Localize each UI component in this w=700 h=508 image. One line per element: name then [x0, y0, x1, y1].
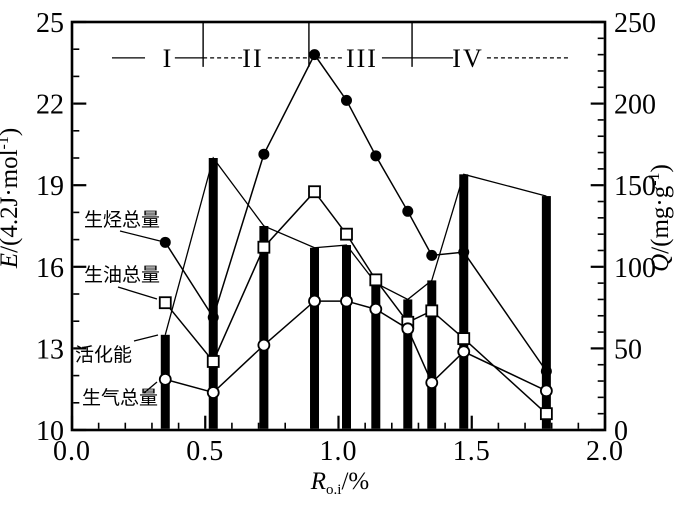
svg-text:生油总量: 生油总量 — [84, 264, 160, 286]
svg-text:III: III — [346, 44, 378, 73]
zone-band: I II III IV — [111, 23, 571, 73]
svg-text:生气总量: 生气总量 — [82, 387, 158, 409]
svg-text:0.0: 0.0 — [53, 436, 91, 467]
svg-text:10: 10 — [36, 416, 64, 447]
annotation-gas-total: 生气总量 — [82, 381, 158, 409]
svg-text:1.0: 1.0 — [320, 436, 358, 467]
svg-text:1.5: 1.5 — [453, 436, 491, 467]
left-axis-ticks — [73, 20, 87, 432]
svg-text:0: 0 — [614, 416, 628, 447]
annotation-oil-total: 生油总量 — [84, 264, 160, 300]
svg-text:0.5: 0.5 — [186, 436, 224, 467]
svg-text:II: II — [242, 44, 263, 73]
svg-text:200: 200 — [614, 90, 656, 121]
annotation-activation-energy: 活化能 — [75, 334, 159, 366]
series-hydrocarbon-total-line — [164, 53, 547, 372]
svg-text:16: 16 — [36, 253, 64, 284]
svg-text:活化能: 活化能 — [75, 344, 132, 366]
left-axis-tick-labels: 10 13 16 19 22 25 — [36, 8, 64, 447]
svg-text:I: I — [163, 44, 174, 73]
left-axis-title: E/(4.2J·mol-1) — [0, 128, 23, 269]
svg-text:13: 13 — [36, 334, 64, 365]
svg-text:25: 25 — [36, 8, 64, 39]
svg-text:100: 100 — [614, 253, 656, 284]
svg-text:22: 22 — [36, 90, 64, 121]
plot-border — [70, 20, 607, 432]
right-axis-title: Q/(mg·g-1) — [646, 164, 674, 272]
x-axis-ticks — [70, 415, 607, 429]
svg-text:19: 19 — [36, 171, 64, 202]
svg-text:150: 150 — [614, 171, 656, 202]
x-axis-title: Ro.i/% — [310, 468, 369, 498]
svg-text:IV: IV — [452, 44, 483, 73]
x-axis-tick-labels: 0.0 0.5 1.0 1.5 2.0 — [53, 436, 624, 467]
series-oil-total-line — [164, 190, 547, 415]
series-hydrocarbon-total-markers — [159, 49, 552, 377]
svg-text:50: 50 — [614, 334, 642, 365]
right-axis-ticks — [590, 20, 604, 432]
right-axis-tick-labels: 0 50 100 150 200 250 — [614, 8, 656, 447]
series-activation-energy-line — [164, 156, 547, 335]
series-gas-total-markers — [158, 294, 553, 399]
svg-text:生烃总量: 生烃总量 — [84, 209, 160, 231]
series-oil-total-markers — [158, 185, 553, 421]
series-gas-total-line — [165, 300, 547, 394]
annotation-hydrocarbon-total: 生烃总量 — [84, 209, 161, 242]
svg-text:250: 250 — [614, 8, 656, 39]
svg-text:2.0: 2.0 — [586, 436, 624, 467]
